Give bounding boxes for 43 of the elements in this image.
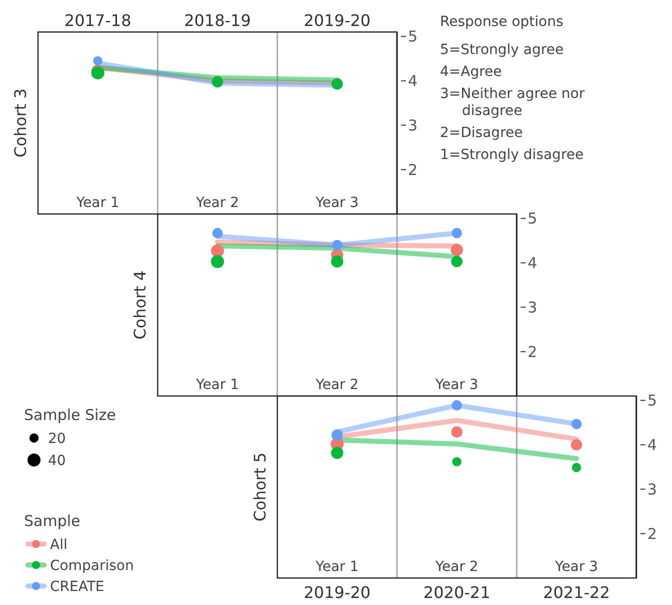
x-tick-label: 2020-21 (423, 583, 490, 602)
text: 2017-18 (64, 11, 132, 30)
x-tick-label: Year 3 (314, 195, 359, 211)
y-tick-label: 2 (408, 160, 418, 179)
x-tick-label: 2019-20 (304, 583, 371, 602)
x-tick-label: Year 2 (314, 377, 359, 393)
text: 1=Strongly disagree (440, 147, 584, 163)
legend-label: 20 (48, 430, 66, 447)
y-tick-label: 2 (528, 342, 538, 361)
y-axis-title: Cohort 3 (11, 88, 30, 158)
size-key: Sample Size 20 40 (24, 406, 116, 469)
x-tick-label: 2021-22 (543, 583, 610, 602)
annotation: Year 1 (314, 559, 359, 575)
y-tick-label: 2 (647, 524, 657, 543)
y-tick-label: 4 (408, 72, 418, 90)
x-tick-label: Year 2 (195, 195, 239, 211)
y-tick-label: 4 (647, 436, 657, 454)
annotation: Year 2 (434, 559, 478, 575)
text: 2=Disagree (440, 125, 523, 141)
x-tick-label: Year 3 (434, 377, 478, 393)
text: 4=Agree (440, 64, 502, 80)
y-tick-label: 3 (528, 298, 538, 316)
y-axis-title: Cohort 5 (250, 452, 270, 522)
y-tick-label: 3 (647, 480, 657, 498)
y-tick-label: 5 (408, 28, 418, 46)
text: 3=Neither agree nor disagree (440, 86, 585, 119)
y-tick-label: 3 (408, 116, 418, 134)
legend-label: 40 (48, 452, 66, 469)
text: 2018-19 (184, 11, 251, 30)
legend-label: Comparison (50, 558, 134, 574)
text: 5=Strongly agree (440, 42, 564, 58)
y-tick-label: 5 (528, 210, 538, 228)
legend-label: All (50, 536, 68, 553)
legend-label: CREATE (50, 578, 104, 595)
x-tick-label: Year 1 (195, 377, 240, 393)
x-tick-label: Year 1 (75, 195, 120, 211)
text: 2019-20 (304, 11, 371, 30)
legend-title: Sample (24, 512, 80, 530)
y-tick-label: 4 (528, 254, 538, 272)
annotation: Year 3 (554, 559, 598, 575)
y-tick-label: 5 (647, 392, 657, 410)
text: Response options (440, 14, 564, 30)
y-axis-title: Cohort 4 (130, 270, 150, 340)
